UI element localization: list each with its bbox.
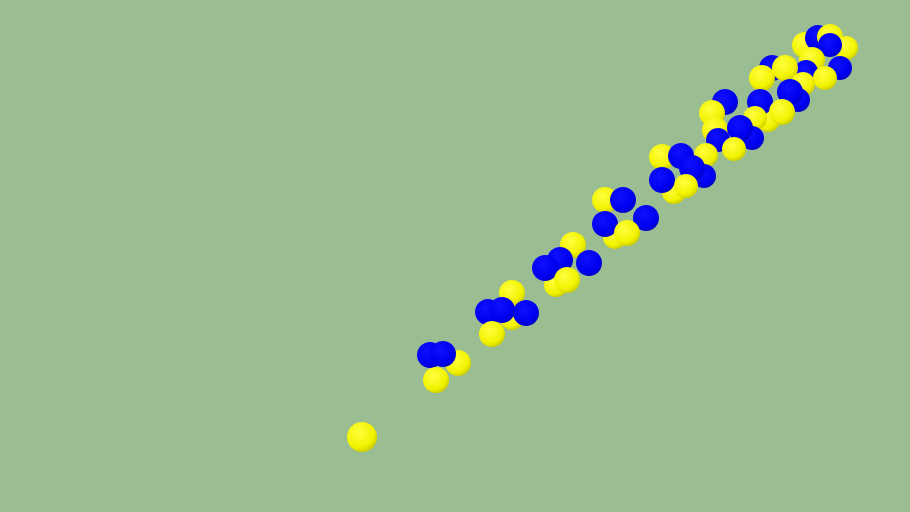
sphere [513, 300, 539, 326]
sphere [769, 99, 795, 125]
sphere [610, 187, 636, 213]
sphere [722, 137, 746, 161]
sphere [592, 211, 618, 237]
sphere [674, 174, 698, 198]
sphere [749, 65, 775, 91]
sphere [592, 187, 618, 213]
sphere [532, 255, 558, 281]
sphere [813, 66, 837, 90]
sphere [777, 79, 803, 105]
spheres [347, 24, 858, 452]
sphere [649, 144, 675, 170]
sphere [347, 422, 377, 452]
sphere [554, 267, 580, 293]
sphere [423, 367, 449, 393]
sphere [772, 55, 798, 81]
sphere [479, 321, 505, 347]
sphere [633, 205, 659, 231]
sphere [727, 115, 753, 141]
sphere [614, 220, 640, 246]
sphere [818, 33, 842, 57]
sphere [430, 341, 456, 367]
sphere [649, 167, 675, 193]
sphere [489, 297, 515, 323]
sphere [576, 250, 602, 276]
